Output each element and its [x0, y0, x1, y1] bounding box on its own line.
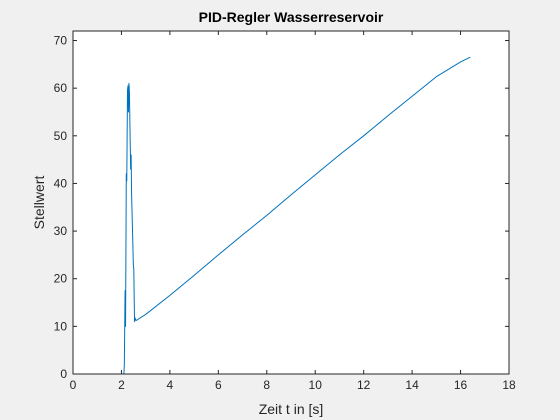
x-tick-label: 14: [405, 378, 419, 392]
plot-area: [73, 31, 509, 374]
axes-layer: 0 2 4 6 8 10 12 14 16 18 0 10 20 30 40 50 60 70: [54, 30, 516, 392]
x-tick-label: 4: [167, 378, 174, 392]
y-tick-label: 0: [60, 367, 67, 381]
y-tick-label: 10: [54, 319, 68, 333]
y-tick-label: 50: [54, 129, 68, 143]
x-tick-label: 12: [357, 378, 371, 392]
x-axis-label: Zeit t in [s]: [259, 401, 324, 417]
x-tick-label: 8: [263, 378, 270, 392]
x-tick-label: 6: [215, 378, 222, 392]
plot-frame: [72, 30, 510, 375]
y-tick-label: 70: [54, 34, 68, 48]
y-tick-label: 20: [54, 272, 68, 286]
chart-title: PID-Regler Wasserreservoir: [199, 9, 384, 25]
x-tick-label: 2: [118, 378, 125, 392]
y-tick-label: 40: [54, 176, 68, 190]
x-tick-label: 16: [454, 378, 468, 392]
y-tick-label: 30: [54, 224, 68, 238]
series-line-0: [73, 56, 471, 375]
x-tick-label: 18: [502, 378, 516, 392]
y-tick-label: 60: [54, 81, 68, 95]
x-tick-label: 10: [309, 378, 323, 392]
x-tick-label: 0: [70, 378, 77, 392]
marks-layer: [73, 56, 471, 375]
y-axis-label: Stellwert: [31, 176, 47, 230]
